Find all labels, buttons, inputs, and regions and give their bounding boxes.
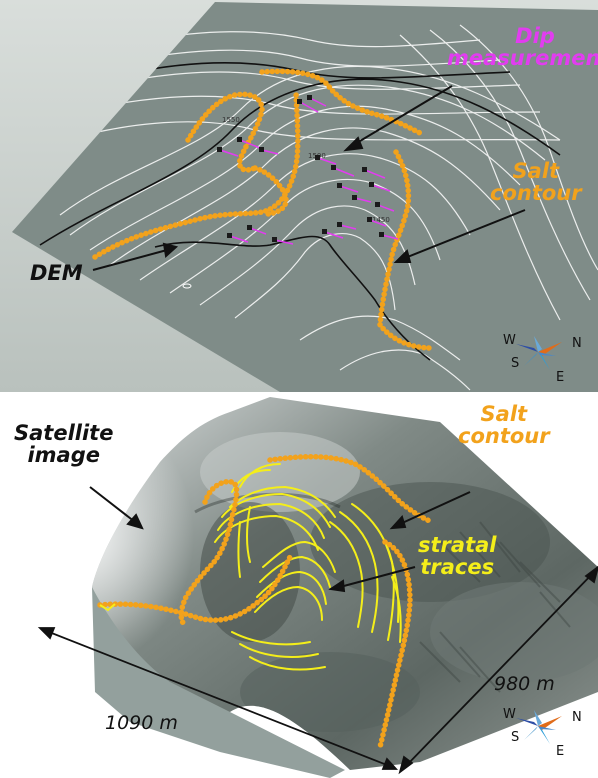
compass-w: W	[503, 707, 516, 722]
compass-e: E	[556, 370, 565, 385]
satellite-panel: Satellite image Salt contour stratal tra…	[0, 392, 598, 778]
compass-rose	[516, 710, 562, 744]
small-contour-ring	[182, 283, 192, 289]
salt-contour-trace	[97, 454, 435, 750]
dem-panel: 1550 1500 1450	[0, 0, 598, 392]
length-dimension-label: 1090 m	[105, 712, 178, 734]
compass-s: S	[511, 356, 520, 371]
salt-edge-yellow	[99, 603, 116, 612]
dimension-arrows	[37, 565, 598, 775]
dip-measurements	[217, 95, 399, 245]
compass-n: N	[572, 336, 582, 351]
dem-edge	[92, 587, 345, 778]
salt-contour-trace	[92, 68, 435, 351]
compass-w: W	[503, 333, 516, 348]
salt-contour-label: Salt contour	[490, 159, 582, 206]
salt-contour-label: Salt contour	[458, 402, 550, 449]
callout-arrows	[89, 486, 471, 593]
dip-measurements-label: Dip measurements	[447, 24, 598, 71]
contour-label: 1550	[222, 116, 240, 124]
dem-surface-view: 1550 1500 1450	[0, 0, 598, 392]
stratal-traces	[214, 463, 402, 671]
dem-surface	[12, 2, 598, 392]
satellite-image-label: Satellite image	[14, 421, 114, 468]
compass-rose	[516, 336, 562, 370]
dem-label: DEM	[30, 261, 83, 285]
width-dimension-label: 980 m	[494, 673, 555, 695]
stratal-traces-label: stratal traces	[418, 533, 497, 580]
callout-arrows	[92, 85, 526, 271]
compass-n: N	[572, 710, 582, 725]
satellite-surface-view	[37, 397, 598, 778]
compass-e: E	[556, 744, 565, 759]
contour-label: 1450	[372, 216, 390, 224]
compass-s: S	[511, 730, 520, 745]
